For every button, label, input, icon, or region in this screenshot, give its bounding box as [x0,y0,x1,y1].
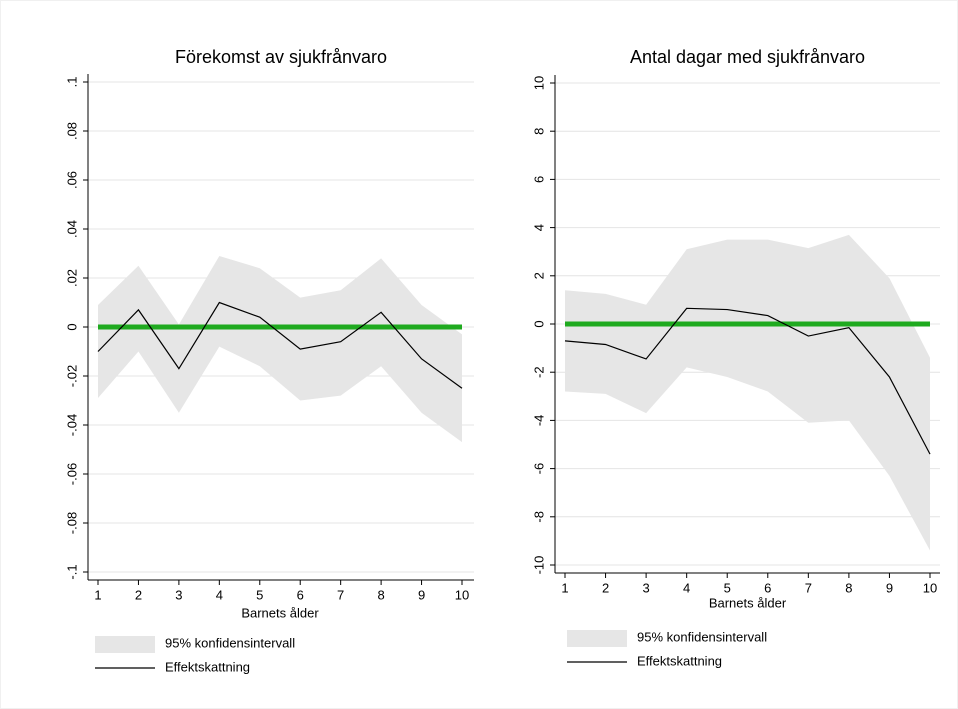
y-tick-label: -2 [531,366,546,378]
y-tick-label: 2 [531,272,546,279]
y-tick-label: -10 [531,556,546,575]
y-tick-label: -.08 [64,512,79,534]
y-tick-label: 4 [531,224,546,231]
legend-label: Effektskattning [165,659,250,674]
x-axis-label: Barnets ålder [709,595,787,610]
legend-label: 95% konfidensintervall [637,629,767,644]
y-tick-label: 0 [64,323,79,330]
y-tick-label: .08 [64,122,79,140]
y-tick-label: -6 [531,463,546,475]
y-tick-label: .06 [64,171,79,189]
chart-title: Antal dagar med sjukfrånvaro [630,47,865,67]
x-tick-label: 4 [216,587,223,602]
y-tick-label: .02 [64,269,79,287]
legend-swatch [95,636,155,653]
confidence-band [98,255,462,443]
estimate-line [564,307,931,455]
x-tick-label: 5 [724,580,731,595]
x-tick-label: 9 [886,580,893,595]
x-tick-label: 3 [175,587,182,602]
x-tick-label: 2 [602,580,609,595]
y-tick-label: .04 [64,220,79,238]
x-tick-label: 7 [337,587,344,602]
y-tick-label: -.06 [64,463,79,485]
y-tick-label: -.04 [64,414,79,436]
y-tick-label: 10 [531,76,546,90]
confidence-band [565,234,930,551]
y-tick-label: -.02 [64,365,79,387]
x-tick-label: 7 [805,580,812,595]
x-tick-label: 1 [561,580,568,595]
x-axis-label: Barnets ålder [241,605,319,620]
x-tick-label: 3 [642,580,649,595]
x-tick-label: 9 [418,587,425,602]
x-tick-label: 6 [297,587,304,602]
x-tick-label: 6 [764,580,771,595]
y-tick-label: -4 [531,415,546,427]
x-tick-label: 5 [256,587,263,602]
x-tick-label: 4 [683,580,690,595]
x-tick-label: 8 [377,587,384,602]
x-tick-label: 10 [455,587,469,602]
chart-title: Förekomst av sjukfrånvaro [175,47,387,67]
y-tick-label: -.1 [64,564,79,579]
x-tick-label: 1 [94,587,101,602]
estimate-line [97,301,463,389]
y-tick-label: -8 [531,511,546,523]
legend-label: Effektskattning [637,653,722,668]
y-tick-label: .1 [64,77,79,88]
y-tick-label: 6 [531,176,546,183]
x-tick-label: 10 [923,580,937,595]
x-tick-label: 2 [135,587,142,602]
x-tick-label: 8 [845,580,852,595]
y-tick-label: 8 [531,128,546,135]
legend-label: 95% konfidensintervall [165,635,295,650]
legend-swatch [567,630,627,647]
y-tick-label: 0 [531,320,546,327]
